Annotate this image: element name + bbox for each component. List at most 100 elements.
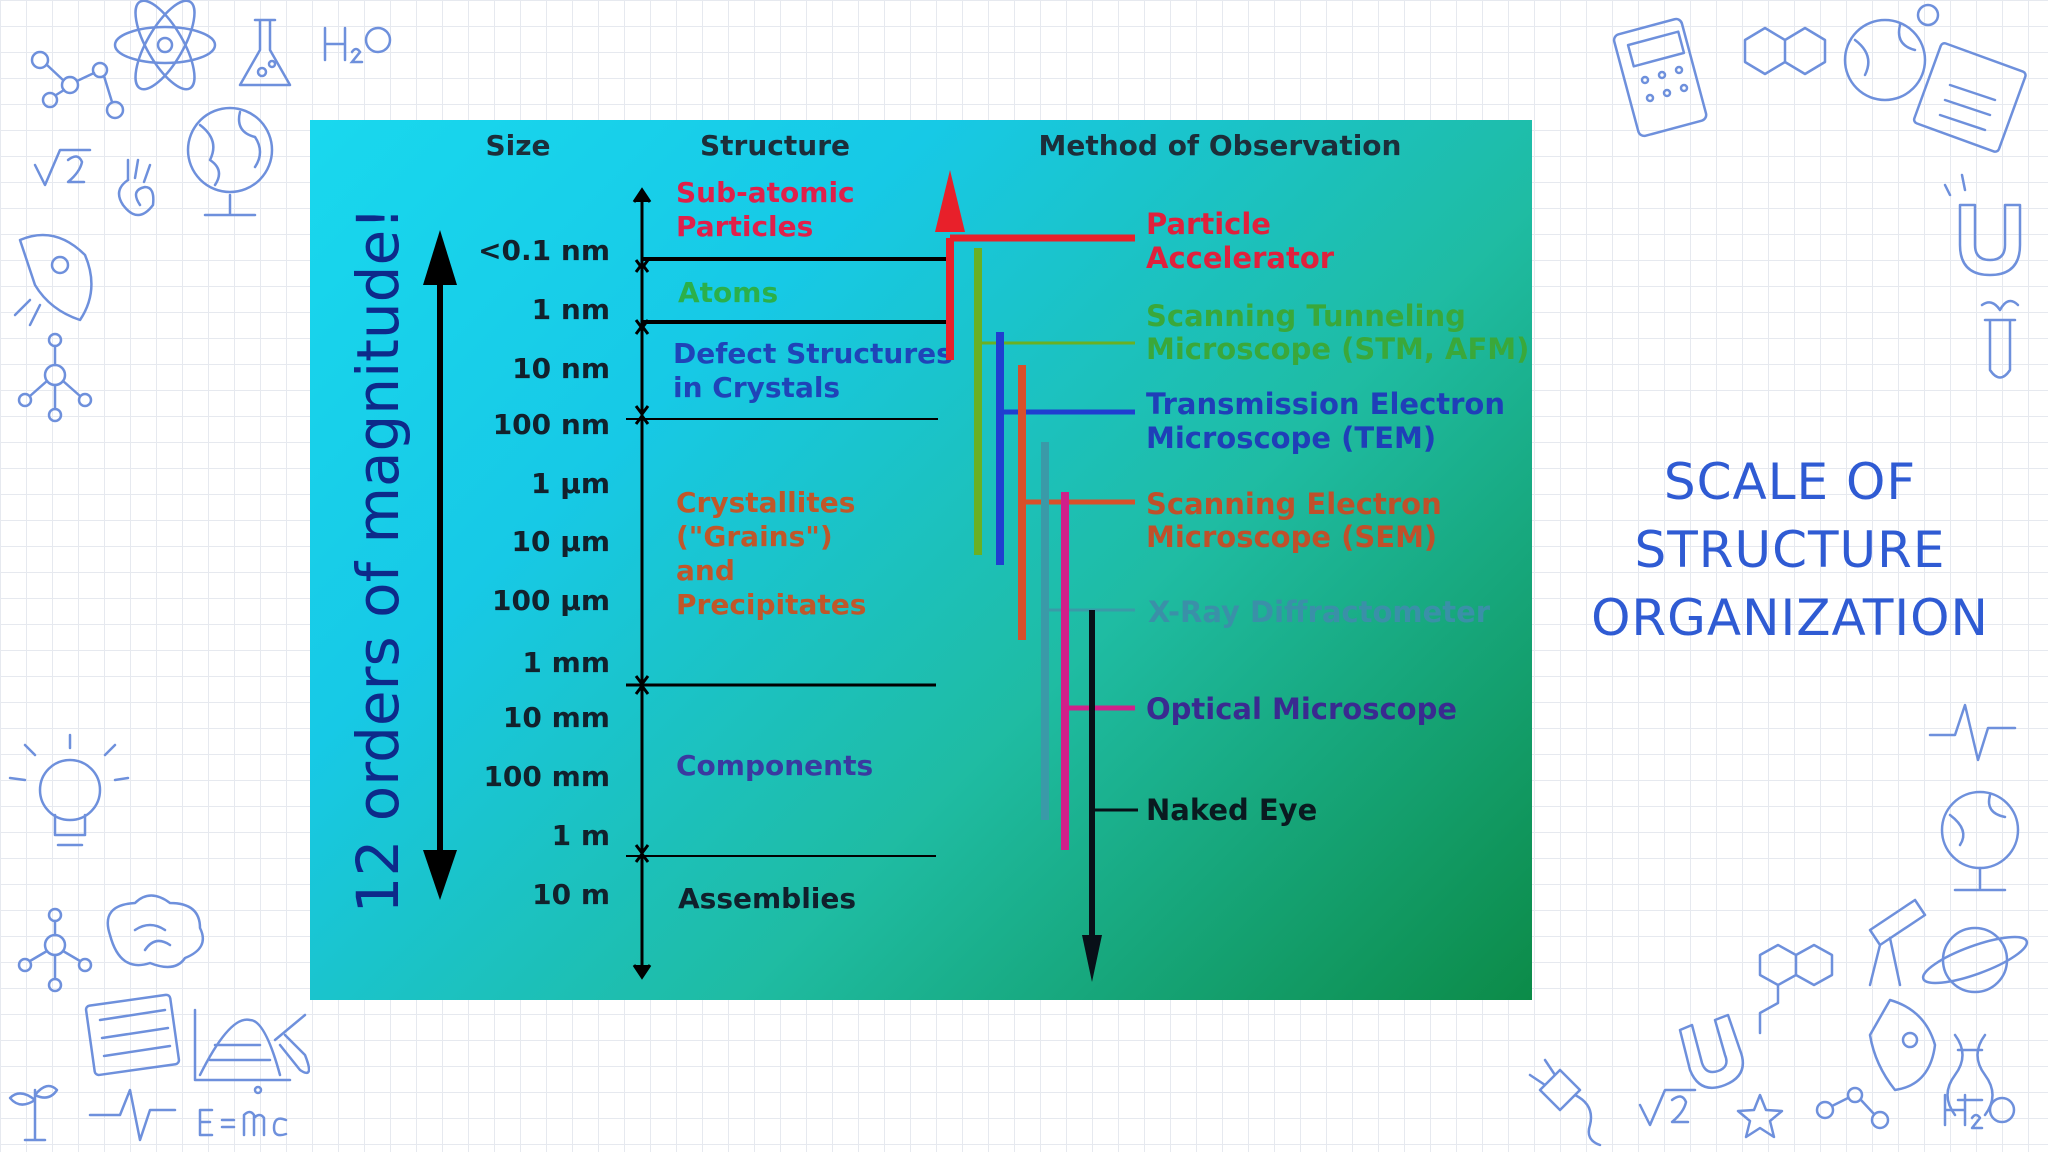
magnet-icon <box>1943 173 2022 277</box>
globe-icon <box>186 106 274 217</box>
telescope-icon <box>1868 898 1927 987</box>
hexagon-molecule-icon <box>1743 26 1827 76</box>
structure-line: Crystallites <box>676 486 855 519</box>
structure-line: Sub-atomic <box>676 176 855 209</box>
h2o-icon <box>1943 1093 2016 1130</box>
flask-icon <box>238 18 292 87</box>
graph-icon <box>193 1008 292 1082</box>
rocket-icon <box>13 233 93 327</box>
h2o-label-icon <box>323 26 392 64</box>
size-header: Size <box>485 129 550 162</box>
size-label: 10 m <box>532 878 610 911</box>
rocket-right-icon <box>1868 998 1937 1092</box>
structure-line: Precipitates <box>676 588 866 621</box>
method-line: Accelerator <box>1146 241 1335 275</box>
structure-labels: Sub-atomic Particles Atoms Defect Structu… <box>673 176 953 915</box>
globe-stand-icon <box>1940 790 2020 892</box>
molecule-bottom-icon <box>17 907 93 993</box>
science-doodles-left <box>8 0 310 1142</box>
heartbeat-right-icon <box>1928 703 2017 762</box>
stm-range <box>974 248 1135 555</box>
structure-line: and <box>676 554 735 587</box>
test-tube-icon <box>253 1013 310 1095</box>
method-line: Optical Microscope <box>1146 692 1457 726</box>
method-header: Method of Observation <box>1039 129 1402 162</box>
size-label: 100 µm <box>492 584 610 617</box>
method-lines <box>935 170 1138 982</box>
method-line: X-Ray Diffractometer <box>1148 595 1491 629</box>
size-label: 1 µm <box>531 467 610 500</box>
method-line: Scanning Tunneling <box>1146 299 1466 333</box>
molecule-icon <box>30 50 125 120</box>
method-line: Scanning Electron <box>1146 487 1442 521</box>
size-label: 1 nm <box>532 293 610 326</box>
size-label: 10 µm <box>512 525 611 558</box>
notebook-icon <box>1912 42 2027 153</box>
method-stm: Scanning Tunneling Microscope (STM, AFM) <box>1146 299 1529 366</box>
structure-line: ("Grains") <box>676 520 833 553</box>
structure-atoms: Atoms <box>678 276 778 309</box>
sqrt-icon <box>33 148 92 187</box>
size-labels: <0.1 nm 1 nm 10 nm 100 nm 1 µm 10 µm 100… <box>478 234 610 911</box>
plug-icon <box>1528 1058 1602 1147</box>
abacus-icon <box>84 993 181 1077</box>
method-sem: Scanning Electron Microscope (SEM) <box>1146 487 1442 554</box>
method-optical: Optical Microscope <box>1146 692 1457 726</box>
method-line: Microscope (SEM) <box>1146 520 1437 554</box>
magnitude-arrow <box>423 230 457 900</box>
structure-assemblies: Assemblies <box>678 882 856 915</box>
magnitude-label: 12 orders of magnitude! <box>344 207 412 914</box>
structure-defects: Defect Structures in Crystals <box>673 337 953 404</box>
optical-range <box>1061 492 1135 850</box>
method-xray: X-Ray Diffractometer <box>1148 595 1491 629</box>
apple-icon <box>117 158 155 217</box>
scale-diagram-svg: Size Structure Method of Observation 12 … <box>344 129 1529 982</box>
size-label: 1 mm <box>522 646 610 679</box>
molecule-small-icon <box>17 332 93 423</box>
globe-icon-right <box>1843 3 1940 102</box>
structure-line: Atoms <box>678 276 778 309</box>
structure-line: Particles <box>676 210 813 243</box>
size-label: 10 nm <box>512 352 610 385</box>
heartbeat-icon <box>88 1088 177 1142</box>
star-icon <box>1736 1093 1784 1139</box>
structure-axis <box>632 187 652 980</box>
method-line: Transmission Electron <box>1146 387 1505 421</box>
structure-dividers <box>626 257 950 857</box>
method-line: Microscope (TEM) <box>1146 421 1436 455</box>
size-label: 10 mm <box>503 701 610 734</box>
structure-line: Assemblies <box>678 882 856 915</box>
dna-icon <box>1946 1033 1994 1117</box>
sem-range <box>1018 365 1135 640</box>
method-tem: Transmission Electron Microscope (TEM) <box>1146 387 1505 455</box>
atom-icon <box>113 0 217 91</box>
structure-line: in Crystals <box>673 371 840 404</box>
method-line: Microscope (STM, AFM) <box>1146 332 1529 366</box>
structure-line: Components <box>676 749 873 782</box>
scale-diagram: Size Structure Method of Observation 12 … <box>310 120 1532 1000</box>
structure-components: Components <box>676 749 873 782</box>
size-label: 100 mm <box>483 760 610 793</box>
method-labels: Particle Accelerator Scanning Tunneling Mi… <box>1146 207 1529 827</box>
method-line: Naked Eye <box>1146 793 1317 827</box>
size-label: 100 nm <box>493 408 610 441</box>
size-label: 1 m <box>552 819 610 852</box>
magnet-bottom-icon <box>1678 1013 1745 1090</box>
test-tube-right-icon <box>1980 299 2020 379</box>
sqrt-right-icon <box>1638 1088 1697 1127</box>
method-line: Particle <box>1146 207 1271 241</box>
slide-title: SCALE OF STRUCTURE ORGANIZATION <box>1591 453 1989 647</box>
molecule-right-icon <box>1815 1086 1890 1130</box>
accelerator-range <box>935 170 1135 360</box>
eye-range <box>1082 610 1138 982</box>
hexagon-molecule-bottom-icon <box>1758 943 1834 1035</box>
structure-header: Structure <box>700 129 850 162</box>
brain-icon <box>106 894 205 969</box>
emc2-icon <box>198 1108 288 1137</box>
structure-subatomic: Sub-atomic Particles <box>676 176 855 243</box>
structure-line: Defect Structures <box>673 337 953 370</box>
lightbulb-icon <box>8 733 130 847</box>
plant-icon <box>8 1084 59 1142</box>
size-label: <0.1 nm <box>478 234 610 267</box>
